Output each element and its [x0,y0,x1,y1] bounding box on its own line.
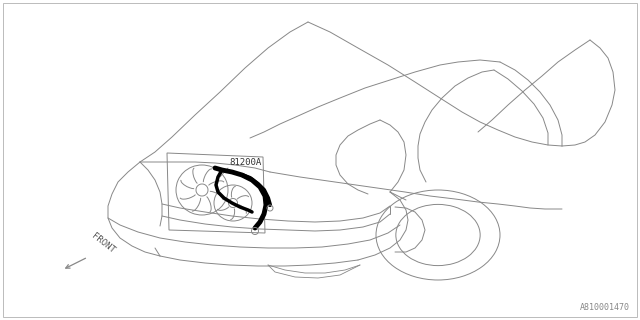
Text: FRONT: FRONT [90,231,116,255]
Text: 81200A: 81200A [229,158,261,167]
Text: A810001470: A810001470 [580,303,630,312]
